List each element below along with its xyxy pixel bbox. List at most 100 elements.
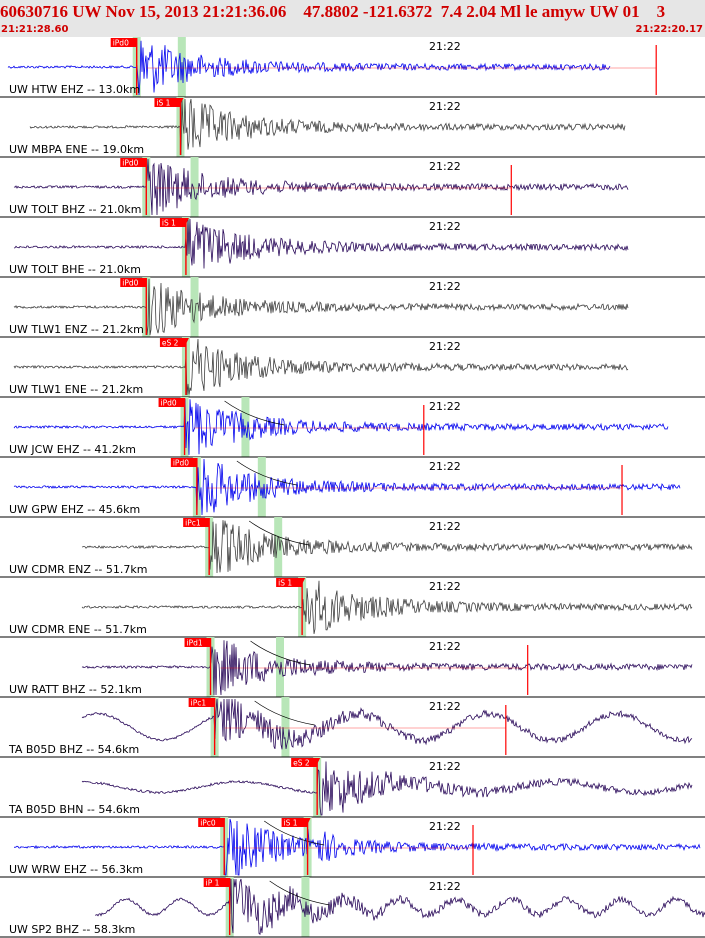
- time-tick-label: 21:22: [429, 760, 461, 773]
- pick-flag[interactable]: [198, 818, 225, 827]
- waveform-line: [81, 520, 693, 574]
- station-label: UW TLW1 ENZ -- 21.2km: [9, 323, 144, 336]
- pick-flag[interactable]: [110, 38, 137, 47]
- pick-flag[interactable]: [158, 398, 185, 407]
- pick-label: iPd0: [161, 399, 177, 408]
- arrival-curve: [250, 640, 311, 666]
- time-tick-label: 21:22: [429, 640, 461, 653]
- waveform-line: [13, 278, 629, 336]
- station-label: UW GPW EHZ -- 45.6km: [9, 503, 140, 516]
- pick-flag[interactable]: [159, 218, 186, 227]
- trace-row: iPd1 21:22 UW RATT BHZ -- 52.1km: [0, 637, 705, 698]
- pick-arrow: [182, 218, 189, 224]
- trace-row: iS 1 21:22 UW MBPA ENE -- 19.0km: [0, 97, 705, 158]
- trace-row: iPc1 21:22 TA B05D BHZ -- 54.6km: [0, 697, 705, 758]
- station-label: UW TOLT BHE -- 21.0km: [9, 263, 141, 276]
- header-bar: 60630716 UW Nov 15, 2013 21:21:36.06 47.…: [0, 0, 705, 37]
- waveform-line: [29, 98, 626, 156]
- waveform-line: [81, 698, 693, 750]
- station-label: UW SP2 BHZ -- 58.3km: [9, 923, 135, 936]
- station-label: UW CDMR ENE -- 51.7km: [9, 623, 147, 636]
- station-label: TA B05D BHN -- 54.6km: [8, 803, 140, 816]
- station-label: UW TOLT BHZ -- 21.0km: [9, 203, 142, 216]
- pick-label: iPd1: [187, 639, 203, 648]
- arrival-curve: [248, 520, 310, 546]
- time-tick-label: 21:22: [429, 220, 461, 233]
- pick-flag[interactable]: [154, 98, 181, 107]
- pick-window: [276, 637, 285, 697]
- station-label: TA B05D BHZ -- 54.6km: [8, 743, 139, 756]
- waveform-line: [13, 158, 629, 216]
- pick-label: iS 1: [162, 219, 176, 228]
- pick-label: eS 2: [293, 759, 310, 768]
- pick-flag[interactable]: [291, 758, 318, 767]
- time-tick-label: 21:22: [429, 280, 461, 293]
- station-label: UW JCW EHZ -- 41.2km: [9, 443, 136, 456]
- waveform-line: [13, 338, 629, 396]
- pick-label: iP 1: [206, 879, 220, 888]
- time-tick-label: 21:22: [429, 460, 461, 473]
- pick-flag[interactable]: [188, 698, 215, 707]
- trace-row: iPc1 21:22 UW CDMR ENZ -- 51.7km: [0, 517, 705, 578]
- waveform-line: [81, 640, 693, 696]
- trace-row: iS 1 21:22 UW TOLT BHE -- 21.0km: [0, 217, 705, 278]
- station-label: UW TLW1 ENE -- 21.2km: [9, 383, 143, 396]
- time-tick-label: 21:22: [429, 820, 461, 833]
- pick-flag[interactable]: [203, 878, 230, 887]
- pick-label: iPc1: [185, 519, 201, 528]
- pick-flag[interactable]: [120, 158, 147, 167]
- station-label: UW MBPA ENE -- 19.0km: [9, 143, 144, 156]
- trace-row: iPd0 21:22 UW GPW EHZ -- 45.6km: [0, 457, 705, 518]
- pick-label: iPc1: [191, 699, 207, 708]
- waveform-line: [13, 398, 669, 455]
- trace-row: iPd0 21:22 UW JCW EHZ -- 41.2km: [0, 397, 705, 458]
- end-time-label: 21:22:20.17: [635, 24, 703, 35]
- pick-arrow: [299, 578, 306, 584]
- pick-label: iPd0: [173, 459, 189, 468]
- trace-row: iPd0 21:22 UW HTW EHZ -- 13.0km: [0, 37, 705, 98]
- seismogram-plot: iPd0 21:22 UW HTW EHZ -- 13.0km iS 1 21:22 UW…: [0, 37, 705, 938]
- trace-row: iPd0 21:22 UW TOLT BHZ -- 21.0km: [0, 157, 705, 218]
- pick-arrow: [177, 98, 184, 104]
- pick-window: [274, 517, 283, 577]
- trace-row: iP 1 21:22 UW SP2 BHZ -- 58.3km: [0, 877, 705, 938]
- event-title: 60630716 UW Nov 15, 2013 21:21:36.06 47.…: [0, 2, 666, 21]
- time-tick-label: 21:22: [429, 40, 461, 53]
- trace-row: iPc0 iS 1 21:22 UW WRW EHZ -- 56.3km: [0, 817, 705, 878]
- pick-label: iPd0: [122, 279, 138, 288]
- arrival-curve: [236, 460, 297, 486]
- time-tick-label: 21:22: [429, 400, 461, 413]
- waveform-line: [13, 458, 681, 516]
- arrival-curve: [254, 700, 315, 726]
- pick-label: eS 2: [162, 339, 179, 348]
- waveform-line: [13, 818, 701, 876]
- pick-label: iPd0: [113, 39, 129, 48]
- station-label: UW HTW EHZ -- 13.0km: [9, 83, 140, 96]
- pick-arrow: [304, 818, 311, 824]
- time-tick-label: 21:22: [429, 580, 461, 593]
- pick-flag[interactable]: [281, 818, 308, 827]
- pick-flag[interactable]: [120, 278, 147, 287]
- time-tick-label: 21:22: [429, 340, 461, 353]
- time-tick-label: 21:22: [429, 880, 461, 893]
- pick-flag[interactable]: [170, 458, 197, 467]
- pick-label: iPd0: [122, 159, 138, 168]
- pick-flag[interactable]: [184, 638, 211, 647]
- arrival-curve: [224, 400, 285, 426]
- pick-label: iS 1: [156, 99, 170, 108]
- pick-flag[interactable]: [159, 338, 186, 347]
- time-tick-label: 21:22: [429, 100, 461, 113]
- pick-flag[interactable]: [183, 518, 210, 527]
- pick-flag[interactable]: [276, 578, 303, 587]
- station-label: UW CDMR ENZ -- 51.7km: [9, 563, 147, 576]
- time-tick-label: 21:22: [429, 520, 461, 533]
- pick-window: [257, 457, 266, 517]
- time-tick-label: 21:22: [429, 700, 461, 713]
- waveform-line: [81, 580, 693, 634]
- pick-window: [190, 157, 199, 217]
- trace-row: eS 2 21:22 TA B05D BHN -- 54.6km: [0, 757, 705, 818]
- pick-label: iS 1: [278, 579, 292, 588]
- trace-row: iPd0 21:22 UW TLW1 ENZ -- 21.2km: [0, 277, 705, 338]
- trace-row: iS 1 21:22 UW CDMR ENE -- 51.7km: [0, 577, 705, 638]
- pick-window: [190, 277, 199, 337]
